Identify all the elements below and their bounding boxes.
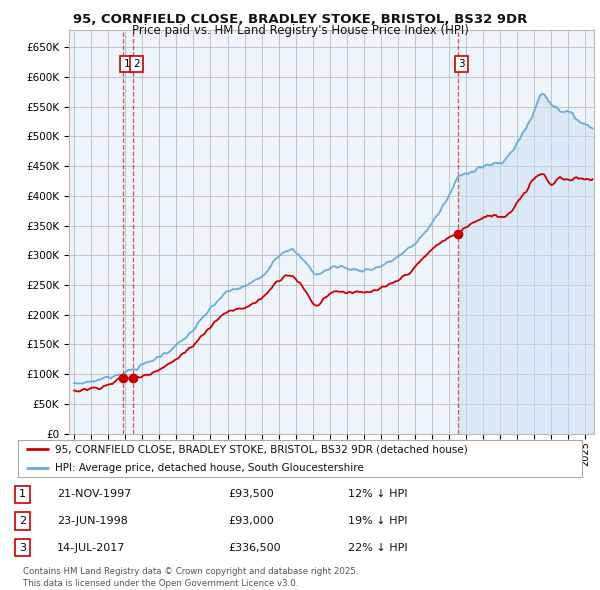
Text: 95, CORNFIELD CLOSE, BRADLEY STOKE, BRISTOL, BS32 9DR: 95, CORNFIELD CLOSE, BRADLEY STOKE, BRIS… xyxy=(73,13,527,26)
Text: 2: 2 xyxy=(134,59,140,69)
Text: 23-JUN-1998: 23-JUN-1998 xyxy=(57,516,128,526)
Text: £93,500: £93,500 xyxy=(228,490,274,499)
Text: Price paid vs. HM Land Registry's House Price Index (HPI): Price paid vs. HM Land Registry's House … xyxy=(131,24,469,37)
Text: Contains HM Land Registry data © Crown copyright and database right 2025.
This d: Contains HM Land Registry data © Crown c… xyxy=(23,567,358,588)
Text: 19% ↓ HPI: 19% ↓ HPI xyxy=(348,516,407,526)
Text: 1: 1 xyxy=(124,59,130,69)
Text: 3: 3 xyxy=(19,543,26,552)
Text: 2: 2 xyxy=(19,516,26,526)
Text: HPI: Average price, detached house, South Gloucestershire: HPI: Average price, detached house, Sout… xyxy=(55,463,364,473)
Text: £93,000: £93,000 xyxy=(228,516,274,526)
Text: 1: 1 xyxy=(19,490,26,499)
Text: 22% ↓ HPI: 22% ↓ HPI xyxy=(348,543,407,552)
Text: £336,500: £336,500 xyxy=(228,543,281,552)
Text: 12% ↓ HPI: 12% ↓ HPI xyxy=(348,490,407,499)
Text: 3: 3 xyxy=(458,59,465,69)
Text: 21-NOV-1997: 21-NOV-1997 xyxy=(57,490,131,499)
Text: 95, CORNFIELD CLOSE, BRADLEY STOKE, BRISTOL, BS32 9DR (detached house): 95, CORNFIELD CLOSE, BRADLEY STOKE, BRIS… xyxy=(55,444,467,454)
Text: 14-JUL-2017: 14-JUL-2017 xyxy=(57,543,125,552)
